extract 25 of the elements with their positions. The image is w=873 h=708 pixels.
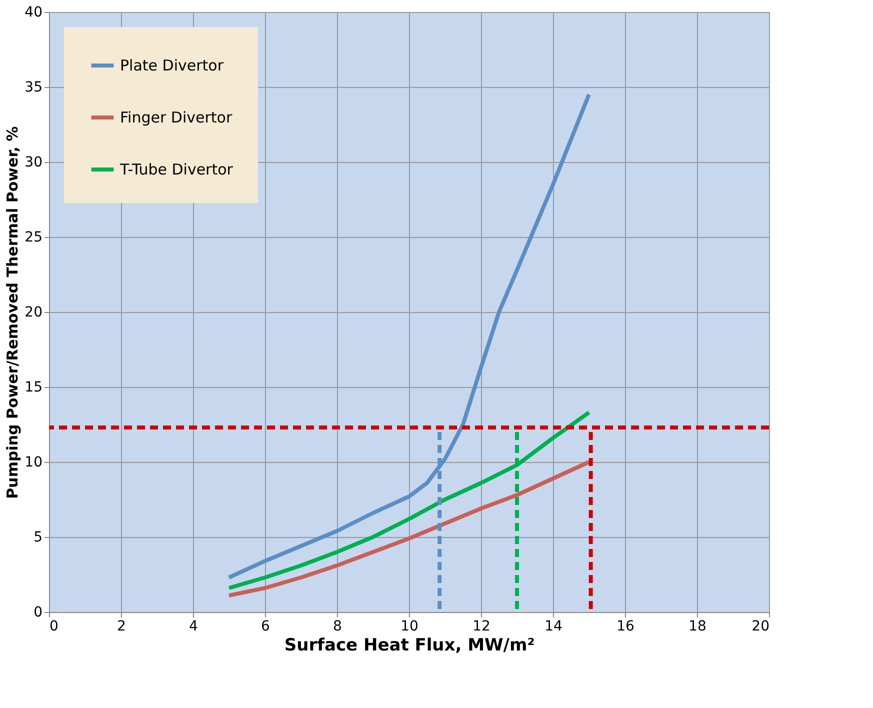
legend-label: Plate Divertor [120, 56, 224, 74]
y-axis-title: Pumping Power/Removed Thermal Power, % [4, 126, 22, 499]
x-tick-label: 14 [544, 618, 562, 634]
y-tick-label: 40 [24, 4, 42, 20]
legend-label: T-Tube Divertor [119, 160, 234, 178]
y-tick-label: 5 [34, 530, 42, 546]
x-tick-label: 8 [333, 618, 342, 634]
x-tick-label: 0 [50, 618, 58, 634]
y-tick-label: 30 [24, 154, 42, 170]
y-tick-label: 10 [24, 454, 42, 470]
x-tick-label: 18 [688, 618, 706, 634]
x-tick-label: 2 [117, 618, 126, 634]
y-tick-label: 25 [24, 230, 42, 246]
y-tick-label: 15 [24, 380, 42, 396]
y-tick-label: 0 [34, 604, 42, 620]
x-tick-label: 10 [400, 618, 418, 634]
x-axis-title: Surface Heat Flux, MW/m² [284, 636, 535, 656]
x-tick-label: 16 [616, 618, 634, 634]
x-tick-label: 6 [261, 618, 270, 634]
x-tick-label: 12 [472, 618, 490, 634]
legend-label: Finger Divertor [120, 108, 233, 126]
x-tick-label: 20 [752, 618, 770, 634]
x-tick-label: 4 [189, 618, 198, 634]
y-tick-label: 35 [24, 80, 42, 96]
y-tick-label: 20 [24, 304, 42, 320]
